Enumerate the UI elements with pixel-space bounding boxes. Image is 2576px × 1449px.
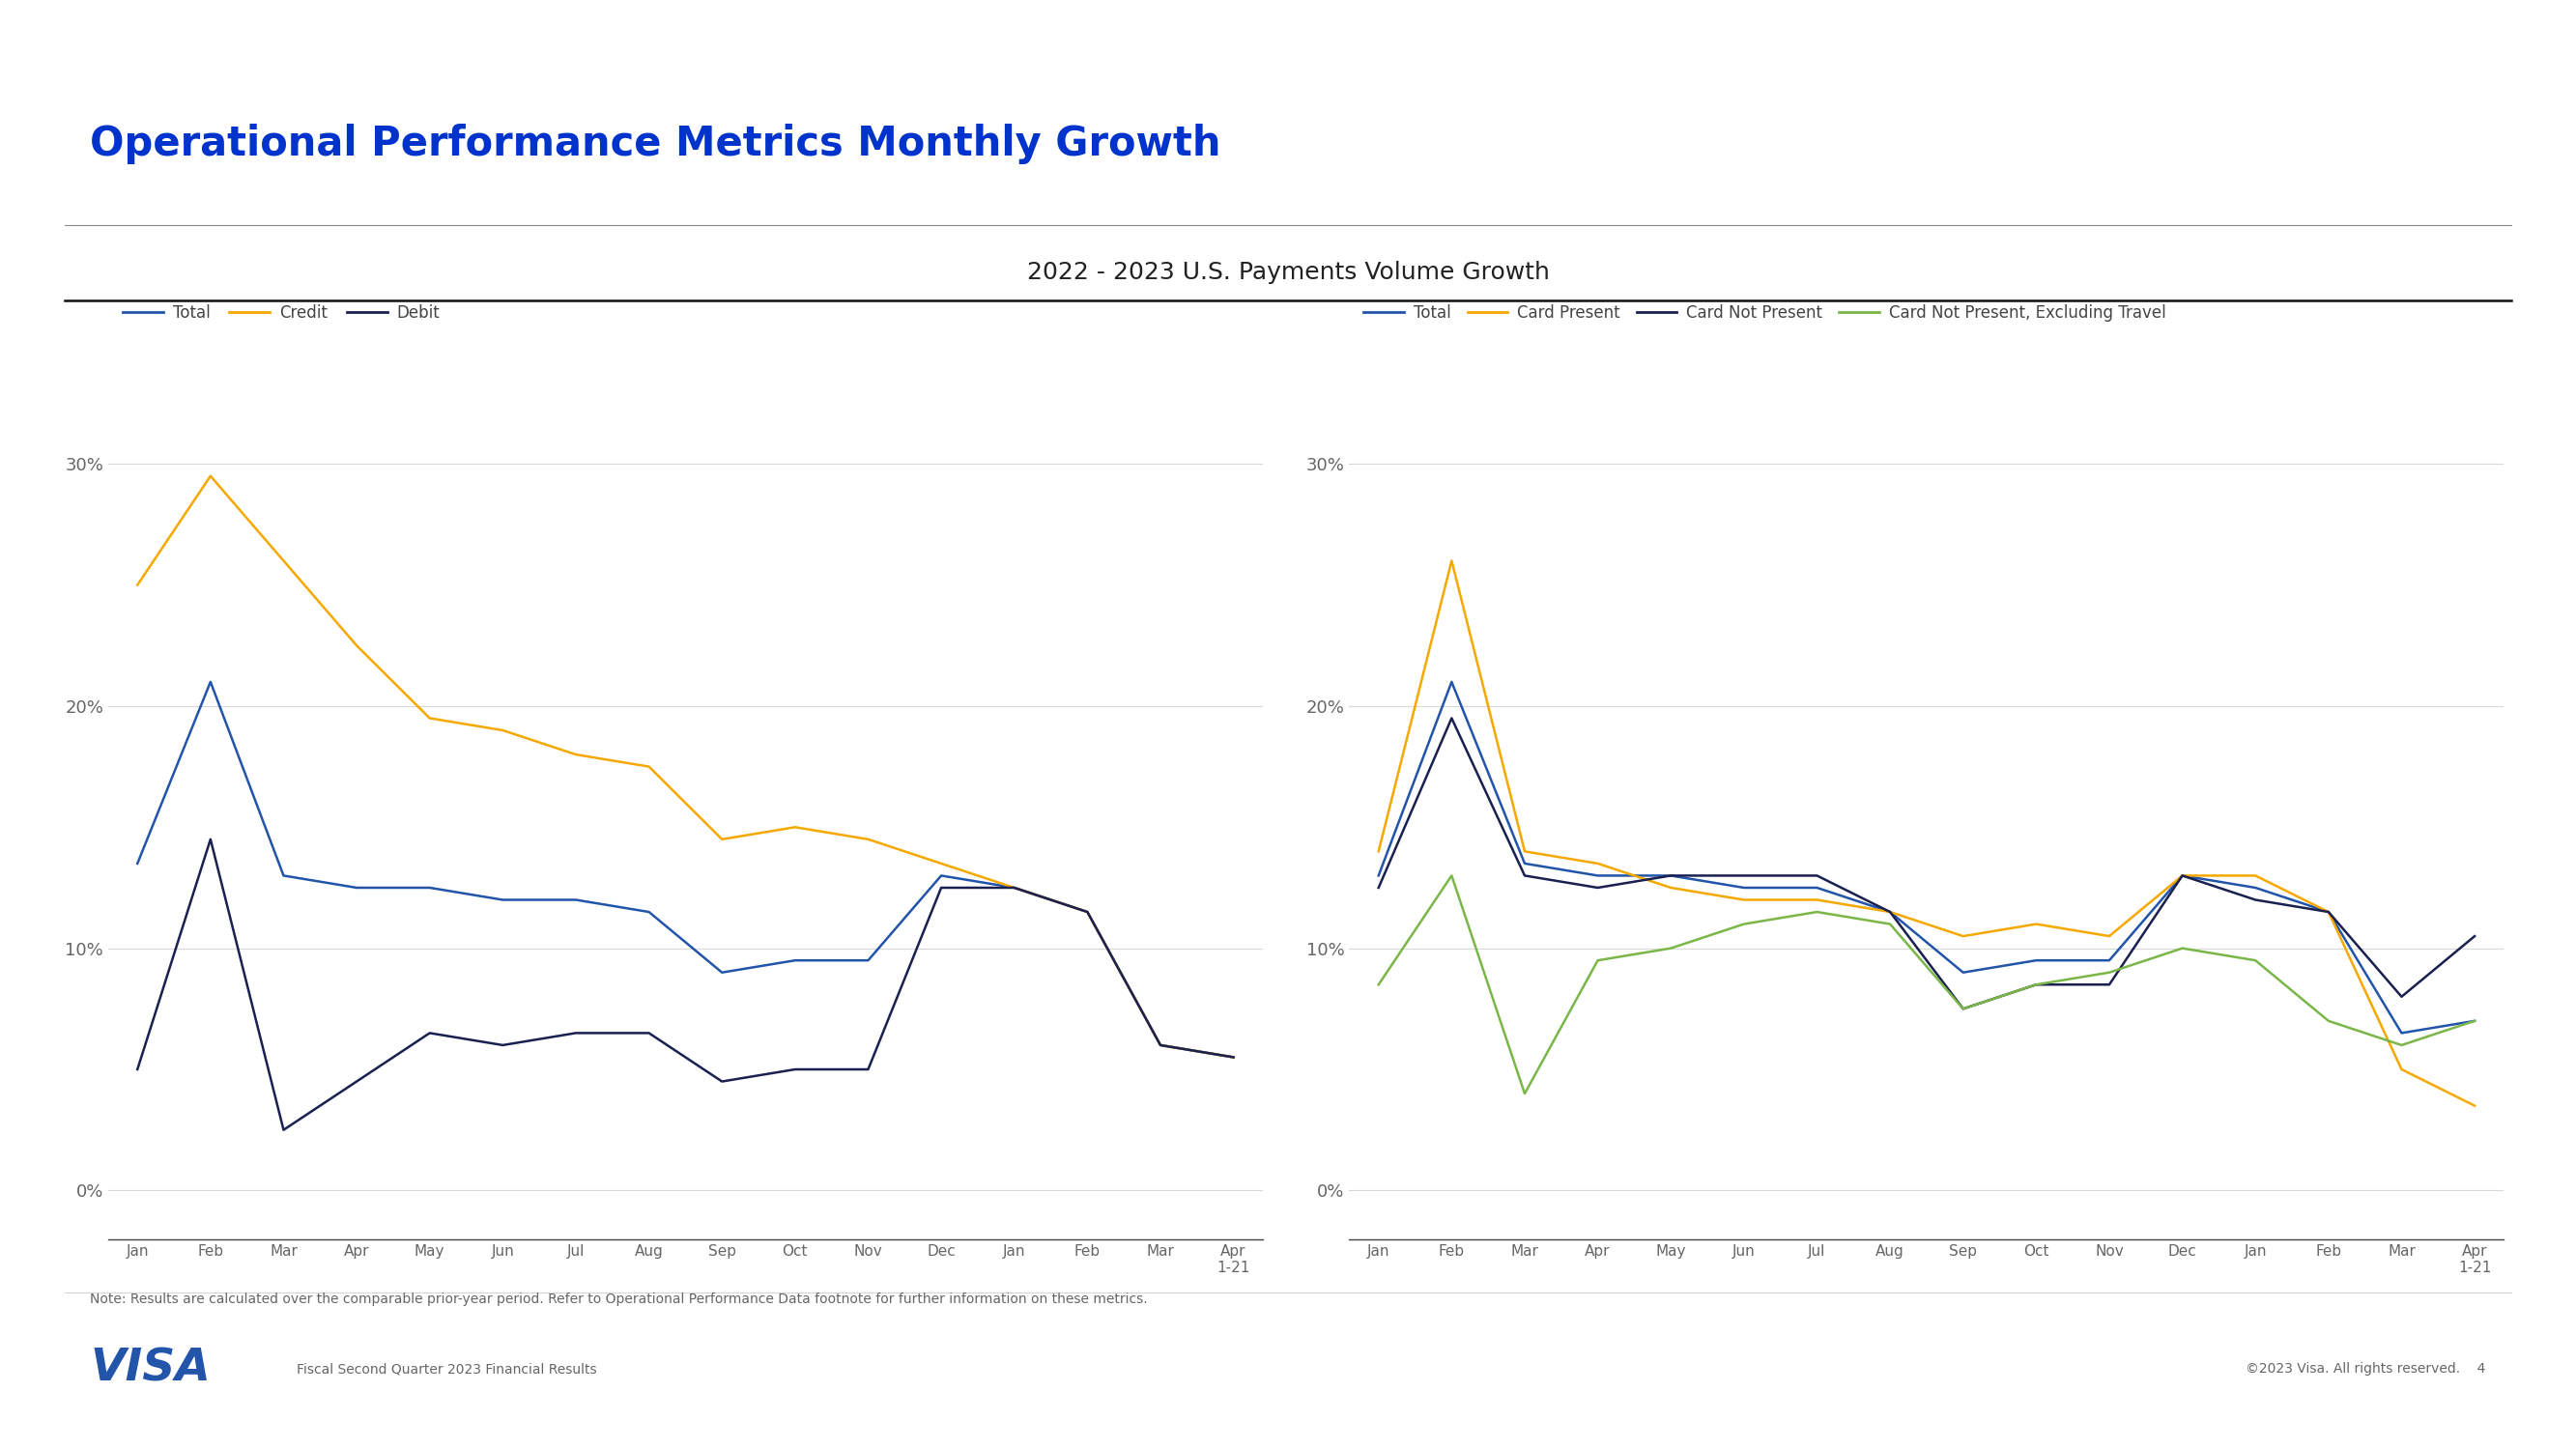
Legend: Total, Credit, Debit: Total, Credit, Debit	[116, 297, 446, 327]
Text: Fiscal Second Quarter 2023 Financial Results: Fiscal Second Quarter 2023 Financial Res…	[296, 1362, 598, 1377]
Text: Note: Results are calculated over the comparable prior-year period. Refer to Ope: Note: Results are calculated over the co…	[90, 1293, 1149, 1306]
Legend: Total, Card Present, Card Not Present, Card Not Present, Excluding Travel: Total, Card Present, Card Not Present, C…	[1358, 297, 2172, 327]
Text: 2022 - 2023 U.S. Payments Volume Growth: 2022 - 2023 U.S. Payments Volume Growth	[1028, 261, 1548, 284]
Text: ©2023 Visa. All rights reserved.    4: ©2023 Visa. All rights reserved. 4	[2246, 1362, 2486, 1377]
Text: Operational Performance Metrics Monthly Growth: Operational Performance Metrics Monthly …	[90, 123, 1221, 164]
Text: VISA: VISA	[90, 1348, 211, 1391]
